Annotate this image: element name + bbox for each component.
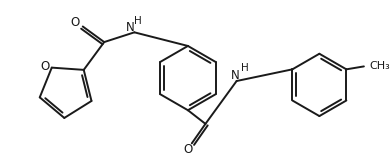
Text: CH₃: CH₃ (370, 61, 390, 71)
Text: O: O (40, 60, 49, 73)
Text: N: N (231, 69, 240, 82)
Text: O: O (183, 143, 192, 156)
Text: N: N (126, 21, 135, 34)
Text: H: H (134, 16, 142, 26)
Text: O: O (70, 16, 80, 29)
Text: H: H (241, 63, 248, 73)
